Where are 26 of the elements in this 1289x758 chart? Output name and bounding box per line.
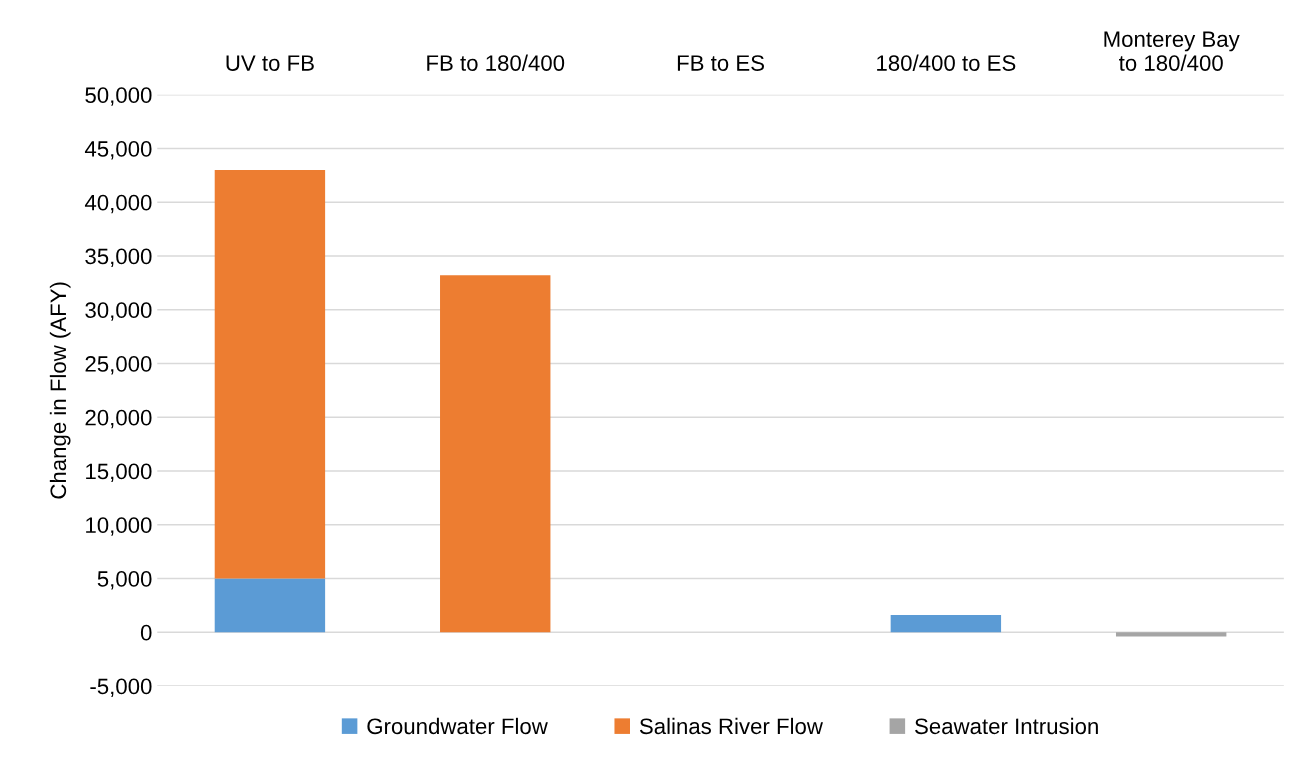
y-tick-label: 50,000 [85, 87, 152, 106]
y-tick-label: 20,000 [85, 409, 152, 429]
y-axis-title: Change in Flow (AFY) [49, 282, 71, 499]
bar [214, 578, 326, 633]
legend-label: Salinas River Flow [639, 717, 823, 735]
x-tick-label: 180/400 to ES [877, 54, 1016, 71]
legend-label: Seawater Intrusion [915, 717, 1098, 735]
y-tick-label: 0 [140, 624, 152, 641]
x-tick-label: UV to FB [226, 55, 314, 71]
bar [1115, 632, 1227, 637]
y-tick-label: -5,000 [90, 678, 152, 697]
x-tick-label: FB to 180/400 [427, 54, 565, 71]
bar [890, 615, 1002, 633]
y-tick-label: 35,000 [85, 248, 152, 267]
x-tick-label: Monterey Bay to 180/400 [1104, 31, 1240, 71]
y-tick-label: 10,000 [86, 517, 152, 536]
y-tick-label: 40,000 [84, 194, 152, 214]
y-tick-label: 5,000 [97, 571, 152, 590]
bar [214, 170, 326, 579]
x-tick-label: FB to ES [677, 55, 764, 71]
y-tick-label: 45,000 [84, 141, 152, 160]
y-tick-label: 15,000 [86, 463, 152, 482]
y-tick-label: 30,000 [85, 302, 152, 321]
y-tick-label: 25,000 [85, 356, 152, 375]
legend-label: Groundwater Flow [367, 717, 548, 735]
bar [440, 275, 551, 633]
